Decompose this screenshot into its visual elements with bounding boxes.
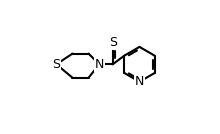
Text: N: N [95, 58, 104, 71]
Text: N: N [135, 75, 144, 88]
Text: S: S [109, 36, 117, 49]
Text: S: S [52, 58, 61, 71]
